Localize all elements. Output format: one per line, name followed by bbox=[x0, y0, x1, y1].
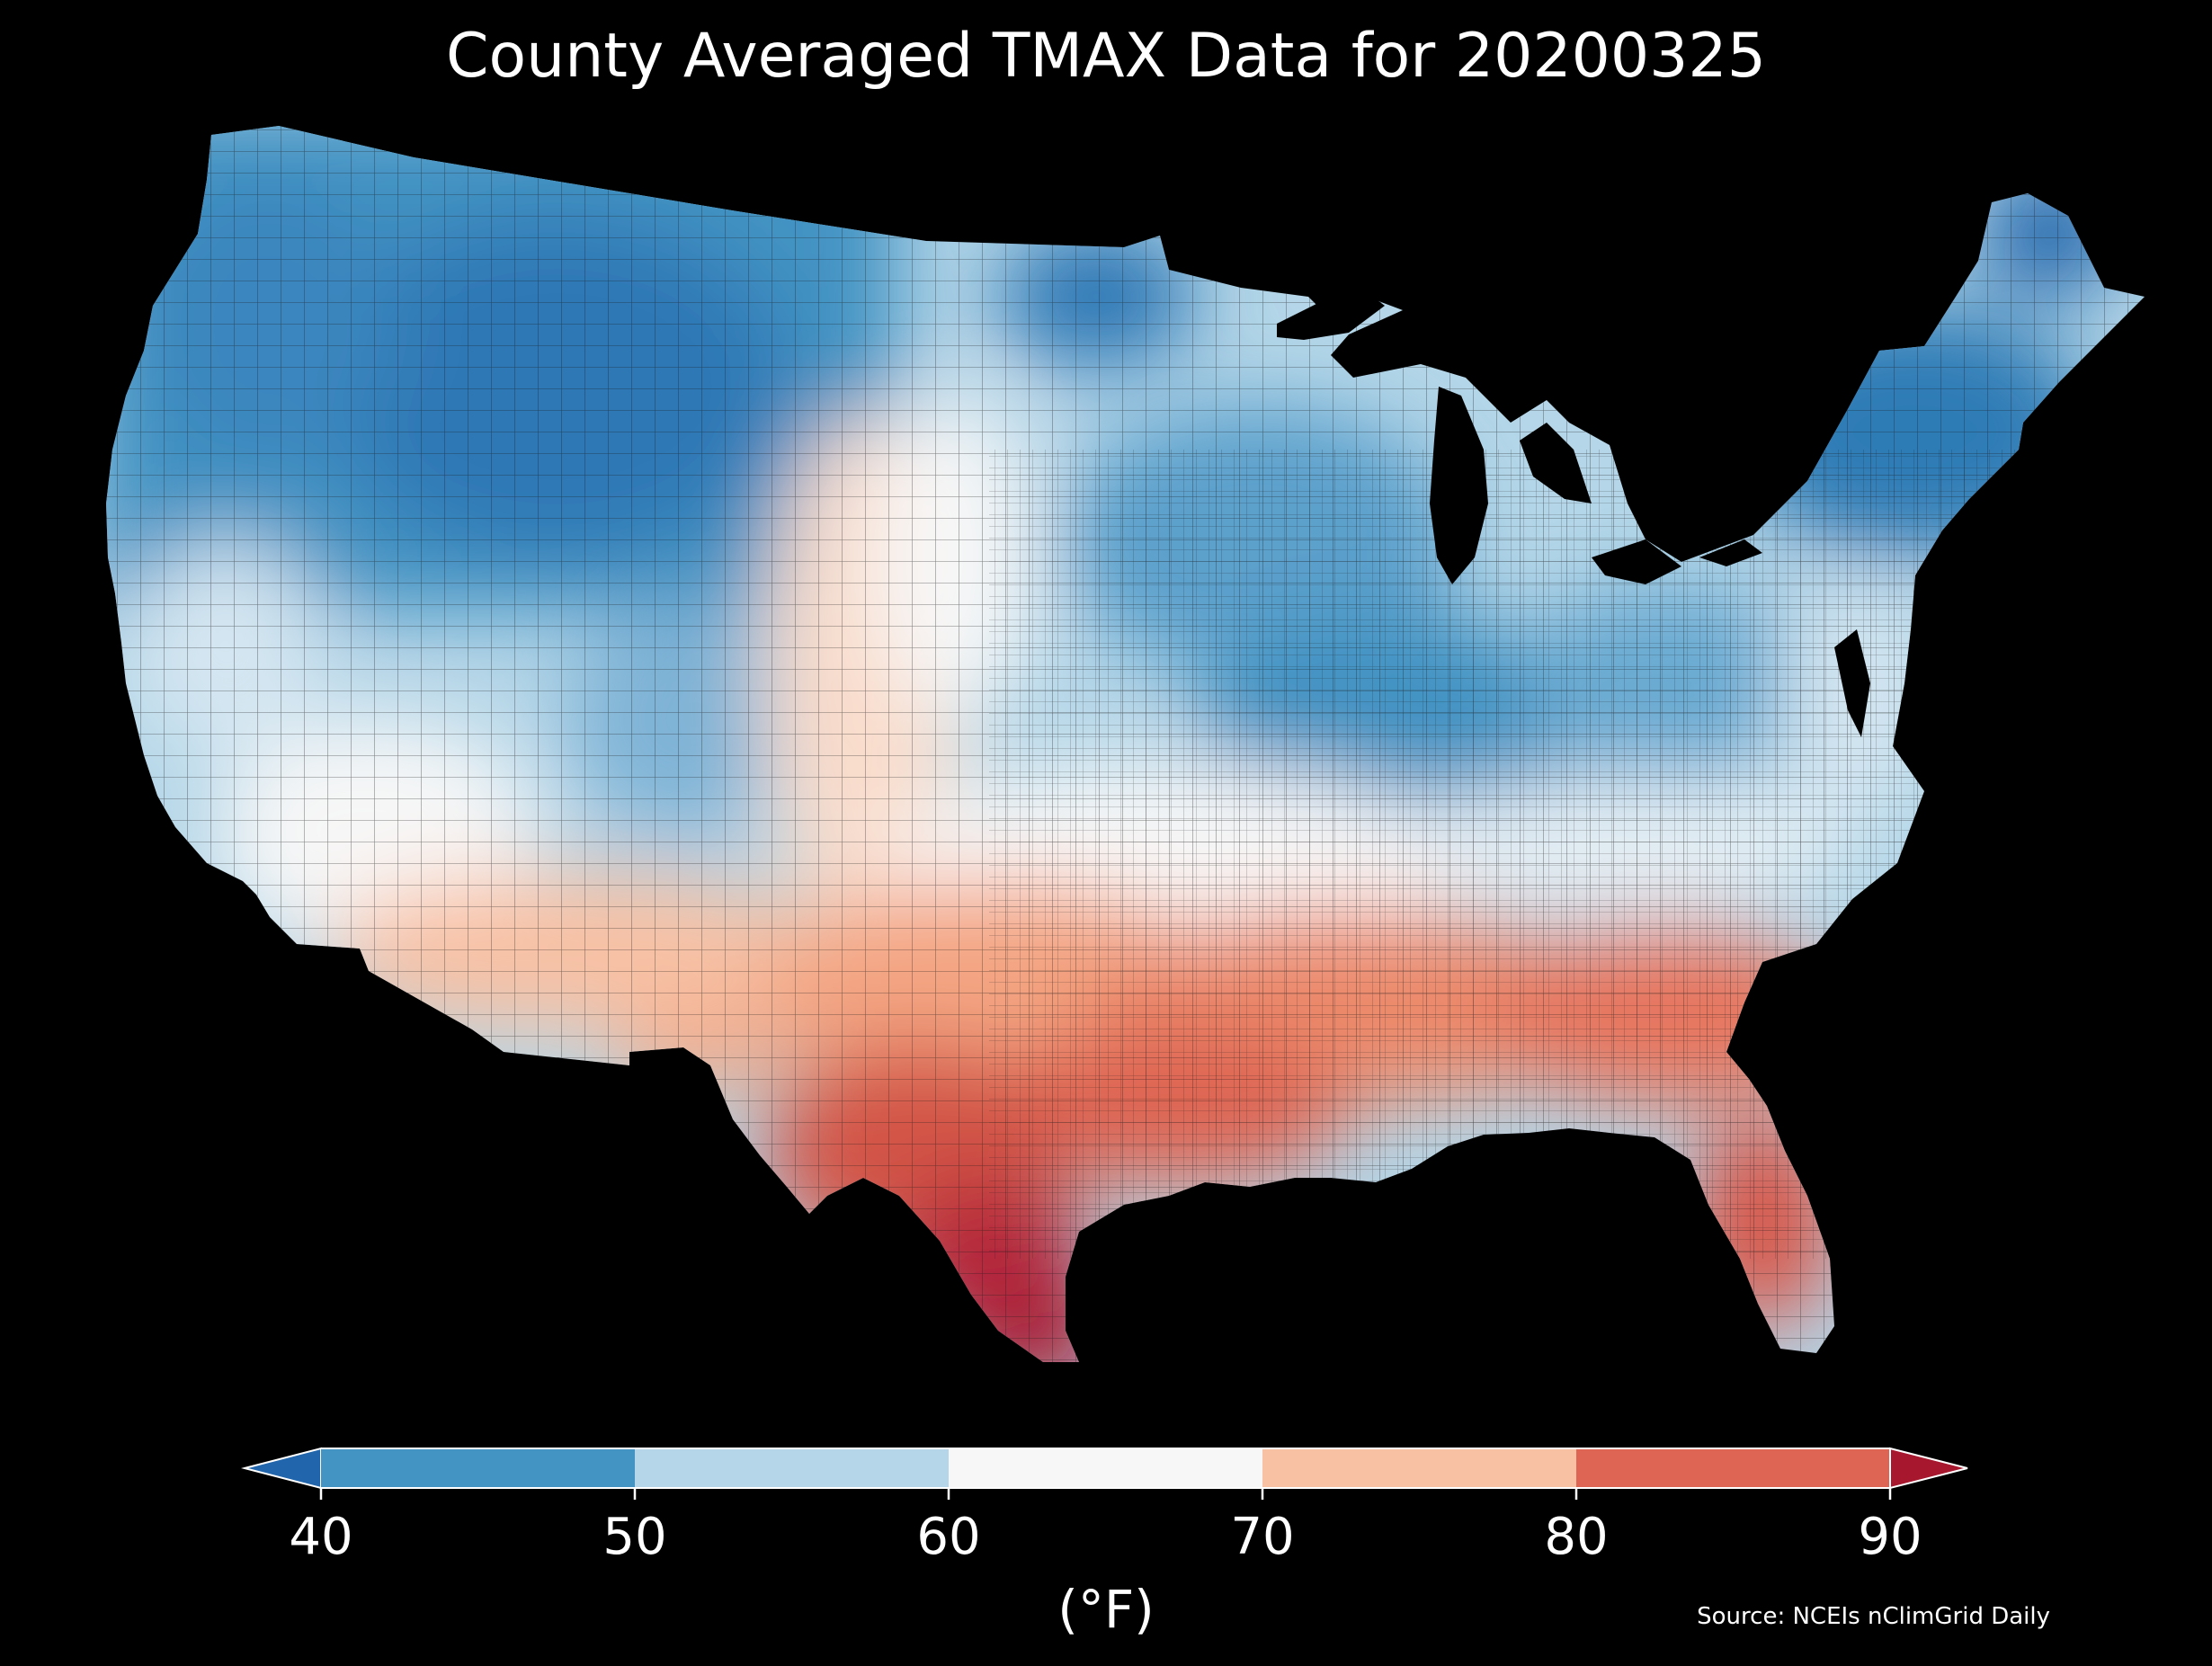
map-title: County Averaged TMAX Data for 20200325 bbox=[446, 21, 1766, 92]
colorbar-extend-high bbox=[1889, 1447, 1968, 1490]
colorbar-tick-60: 60 bbox=[916, 1508, 981, 1566]
source-credit: Source: NCEIs nClimGrid Daily bbox=[1697, 1603, 2050, 1630]
colorbar-bin-70-80 bbox=[1262, 1448, 1576, 1488]
colorbar-bin-50-60 bbox=[635, 1448, 949, 1488]
colorbar-bin-80-90 bbox=[1576, 1448, 1890, 1488]
colorbar-extend-low bbox=[241, 1447, 322, 1490]
colorbar-tick-80: 80 bbox=[1544, 1508, 1609, 1566]
colorbar-bin-40-50 bbox=[321, 1448, 635, 1488]
colorbar-tick-90: 90 bbox=[1858, 1508, 1922, 1566]
colorbar bbox=[241, 1447, 1968, 1500]
colorbar-tick-40: 40 bbox=[289, 1508, 353, 1566]
colorbar-tick-50: 50 bbox=[602, 1508, 667, 1566]
colorbar-tick-70: 70 bbox=[1230, 1508, 1295, 1566]
great-lakes bbox=[1277, 292, 1870, 737]
colorbar-unit-label: (°F) bbox=[1057, 1579, 1155, 1640]
colorbar-bin-60-70 bbox=[949, 1448, 1262, 1488]
